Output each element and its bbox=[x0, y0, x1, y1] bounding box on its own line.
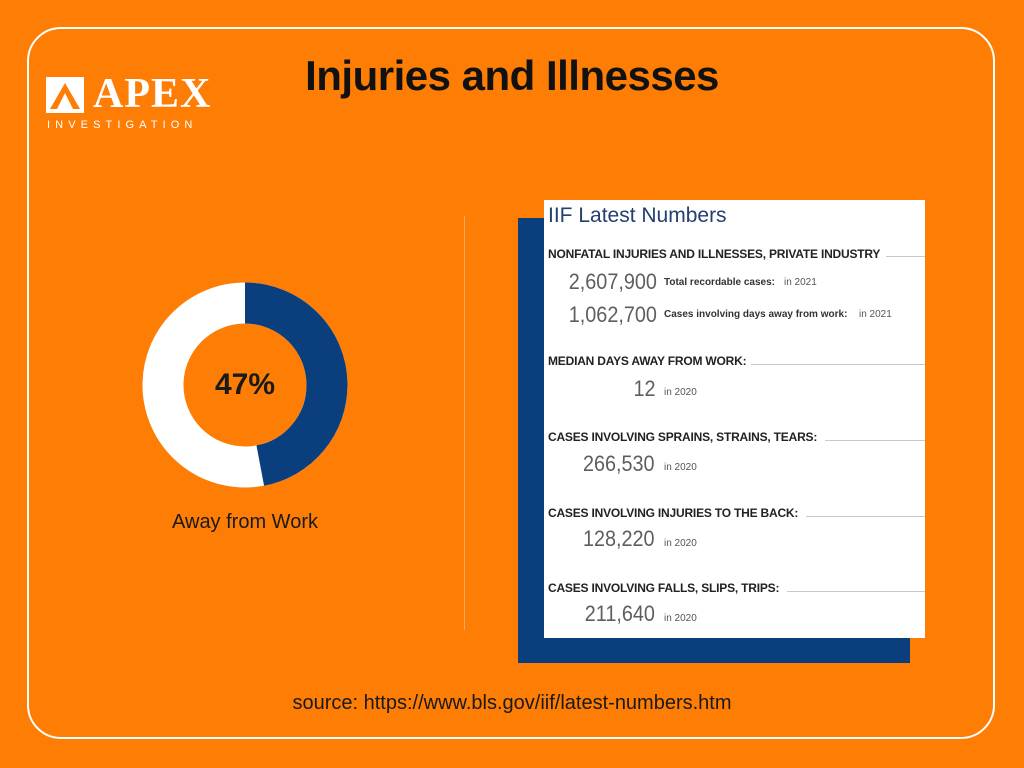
stat-year: in 2021 bbox=[859, 309, 892, 320]
stat-value: 1,062,700 bbox=[568, 302, 657, 327]
stat-value: 12 bbox=[632, 376, 655, 401]
stat-year: in 2020 bbox=[664, 462, 697, 473]
section-heading: CASES INVOLVING FALLS, SLIPS, TRIPS: bbox=[548, 581, 780, 595]
section-rule bbox=[751, 364, 925, 365]
source-citation: source: https://www.bls.gov/iif/latest-n… bbox=[292, 692, 732, 714]
donut-percent-label: 47% bbox=[214, 368, 276, 401]
stat-value: 266,530 bbox=[583, 451, 655, 476]
apex-logo: APEX INVESTIGATION bbox=[46, 71, 226, 133]
stat-value: 2,607,900 bbox=[568, 269, 657, 294]
page-title: Injuries and Illnesses bbox=[305, 52, 719, 99]
card-title: IIF Latest Numbers bbox=[548, 204, 727, 227]
section-rule bbox=[806, 516, 925, 517]
stat-year: in 2020 bbox=[664, 538, 697, 549]
vertical-divider bbox=[464, 216, 465, 630]
section-heading: MEDIAN DAYS AWAY FROM WORK: bbox=[548, 354, 747, 368]
apex-mountain-icon bbox=[46, 77, 84, 113]
stat-year: in 2021 bbox=[784, 277, 817, 288]
stat-label: Cases involving days away from work: bbox=[664, 309, 848, 320]
section-rule bbox=[787, 591, 925, 592]
section-heading: NONFATAL INJURIES AND ILLNESSES, PRIVATE… bbox=[548, 247, 881, 261]
section-heading: CASES INVOLVING SPRAINS, STRAINS, TEARS: bbox=[548, 430, 818, 444]
section-rule bbox=[825, 440, 925, 441]
section-rule bbox=[886, 256, 925, 257]
iif-numbers-card: IIF Latest Numbers NONFATAL INJURIES AND… bbox=[544, 200, 925, 638]
stat-year: in 2020 bbox=[664, 613, 697, 624]
stat-value: 211,640 bbox=[584, 601, 655, 626]
section-heading: CASES INVOLVING INJURIES TO THE BACK: bbox=[548, 506, 799, 520]
stat-value: 128,220 bbox=[583, 526, 655, 551]
content-frame bbox=[27, 27, 995, 739]
donut-caption: Away from Work bbox=[172, 511, 318, 533]
stat-label: Total recordable cases: bbox=[664, 277, 775, 288]
brand-name: APEX bbox=[93, 71, 212, 117]
stat-year: in 2020 bbox=[664, 387, 697, 398]
donut-filled-arc bbox=[142, 282, 348, 488]
brand-subtitle: INVESTIGATION bbox=[47, 119, 198, 131]
donut-chart bbox=[142, 282, 348, 488]
